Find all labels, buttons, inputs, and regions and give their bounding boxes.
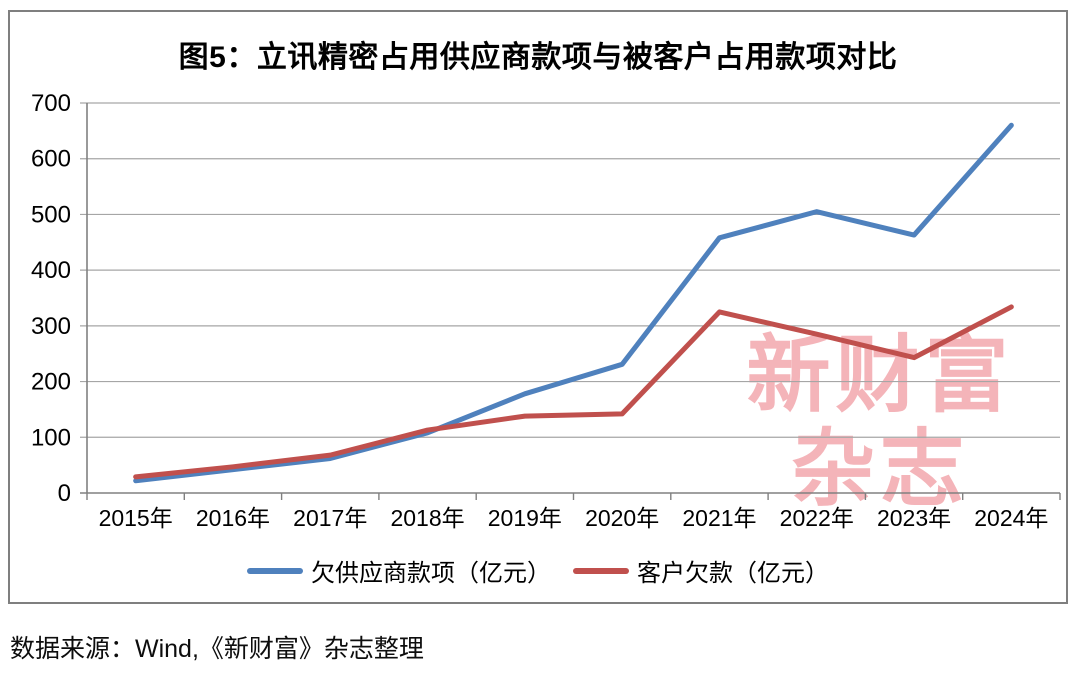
x-tick-label: 2017年: [293, 505, 367, 531]
x-tick-label: 2024年: [974, 505, 1048, 531]
x-tick-label: 2019年: [488, 505, 562, 531]
legend-item-customers: 客户欠款（亿元）: [573, 553, 829, 588]
y-tick-label: 400: [31, 257, 71, 284]
data-source-note: 数据来源：Wind,《新财富》杂志整理: [10, 635, 424, 663]
legend-swatch-red-line: [573, 567, 629, 574]
y-tick-label: 700: [31, 90, 71, 117]
line-chart-plot-area: 0 100 200 300 400 500 600 700 2015年 2016年 2017年 201…: [31, 90, 1061, 531]
y-tick-label: 100: [31, 424, 71, 451]
y-tick-label: 300: [31, 313, 71, 340]
y-tick-label: 500: [31, 201, 71, 228]
legend-label-customers: 客户欠款（亿元）: [637, 560, 829, 587]
legend-label-suppliers: 欠供应商款项（亿元）: [311, 560, 551, 587]
x-tick-label: 2021年: [682, 505, 756, 531]
x-tick-label: 2018年: [390, 505, 464, 531]
chart-title: 图5：立讯精密占用供应商款项与被客户占用款项对比: [178, 41, 898, 74]
series-line-0: [133, 122, 1014, 484]
x-tick-label: 2020年: [585, 505, 659, 531]
x-tick-label: 2023年: [877, 505, 951, 531]
y-tick-label: 600: [31, 146, 71, 173]
y-tick-label: 0: [58, 480, 71, 507]
series-line-1: [133, 304, 1014, 480]
y-tick-label: 200: [31, 369, 71, 396]
x-tick-label: 2016年: [196, 505, 270, 531]
x-tick-label: 2022年: [780, 505, 854, 531]
chart-figure-container: 图5：立讯精密占用供应商款项与被客户占用款项对比 新财富 杂志 0 100 200 3…: [8, 10, 1068, 604]
x-tick-label: 2015年: [99, 505, 173, 531]
chart-legend: 欠供应商款项（亿元） 客户欠款（亿元）: [10, 553, 1066, 588]
legend-item-suppliers: 欠供应商款项（亿元）: [247, 553, 551, 588]
legend-swatch-blue-line: [247, 567, 303, 574]
